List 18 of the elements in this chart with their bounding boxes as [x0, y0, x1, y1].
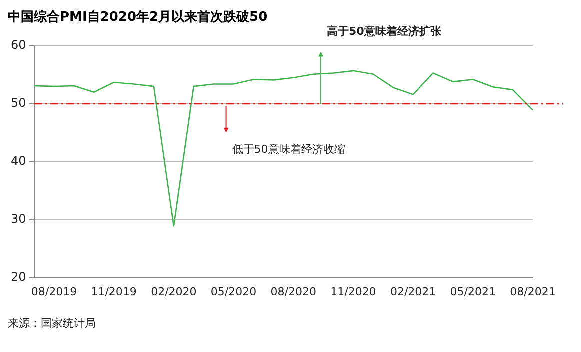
- source-note: 来源：国家统计局: [8, 316, 97, 331]
- chart-title: 中国综合PMI自2020年2月以来首次跌破50: [8, 8, 269, 25]
- x-tick-label: 08/2019: [31, 285, 78, 298]
- y-tick-label: 50: [10, 96, 26, 110]
- x-tick-label: 05/2020: [210, 285, 257, 298]
- annotation: 低于50意味着经济收缩: [232, 143, 346, 156]
- x-tick-label: 11/2020: [330, 285, 376, 298]
- x-tick-label: 02/2020: [151, 285, 197, 298]
- x-tick-label: 05/2021: [450, 285, 496, 298]
- x-tick-label: 02/2021: [390, 285, 436, 298]
- x-tick-label: 08/2020: [270, 285, 316, 298]
- x-tick-label: 08/2021: [510, 285, 556, 298]
- text: 高于50意味着经济扩张: [327, 24, 442, 38]
- y-tick-label: 30: [10, 212, 26, 226]
- y-tick-label: 60: [10, 38, 26, 52]
- x-tick-label: 11/2019: [91, 285, 137, 298]
- y-tick-label: 20: [10, 270, 26, 284]
- y-tick-label: 40: [10, 154, 26, 168]
